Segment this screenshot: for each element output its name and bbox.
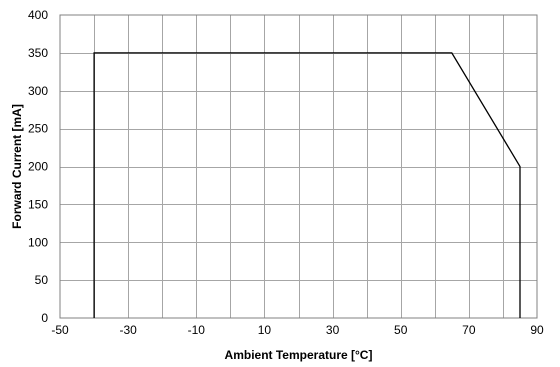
x-tick-label: 30 xyxy=(326,323,340,337)
x-tick-label: -10 xyxy=(188,323,206,337)
series-line xyxy=(93,52,521,318)
y-tick-label: 100 xyxy=(28,235,48,249)
x-tick-label: 70 xyxy=(462,323,476,337)
y-tick-label: 200 xyxy=(28,160,48,174)
y-tick-label: 0 xyxy=(41,311,48,325)
x-tick-label: -50 xyxy=(51,323,69,337)
plot-area-frame xyxy=(59,14,538,319)
y-axis-title: Forward Current [mA] xyxy=(10,104,24,229)
y-axis-tick-labels: 0 50 100 150 200 250 300 350 400 xyxy=(28,8,48,325)
x-axis-tick-labels: -50 -30 -10 10 30 50 70 90 xyxy=(51,323,544,337)
x-tick-label: 50 xyxy=(394,323,408,337)
y-tick-label: 250 xyxy=(28,122,48,136)
x-tick-label: 90 xyxy=(530,323,544,337)
y-tick-label: 300 xyxy=(28,84,48,98)
gridlines xyxy=(60,15,537,318)
x-tick-label: 10 xyxy=(258,323,272,337)
y-tick-label: 50 xyxy=(35,273,49,287)
y-tick-label: 150 xyxy=(28,197,48,211)
x-tick-label: -30 xyxy=(119,323,137,337)
x-axis-title: Ambient Temperature [°C] xyxy=(225,348,373,362)
series-layer xyxy=(93,52,521,318)
y-tick-label: 400 xyxy=(28,8,48,22)
y-tick-label: 350 xyxy=(28,46,48,60)
